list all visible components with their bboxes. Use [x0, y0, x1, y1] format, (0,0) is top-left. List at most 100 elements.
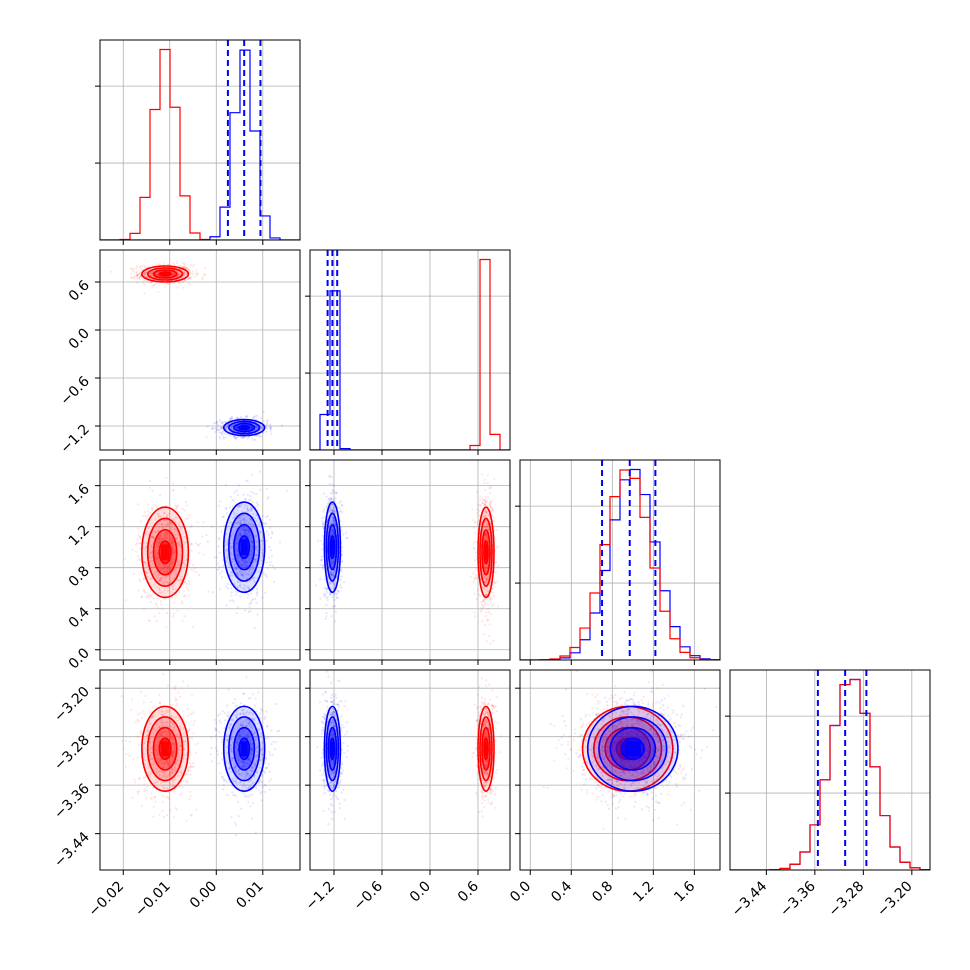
sample-point: [145, 596, 148, 599]
sample-point: [138, 542, 141, 545]
sample-point: [251, 539, 254, 543]
sample-point: [165, 626, 168, 629]
sample-point: [177, 523, 180, 526]
sample-point: [250, 426, 253, 429]
sample-point: [143, 783, 146, 786]
contour-red: [481, 528, 491, 576]
sample-point: [174, 550, 177, 553]
density-core-blue: [240, 539, 248, 556]
sample-point: [235, 550, 238, 553]
sample-point: [486, 619, 489, 622]
sample-point: [164, 504, 168, 507]
sample-point: [493, 585, 496, 588]
sample-point: [201, 278, 204, 281]
sample-point: [176, 261, 179, 264]
sample-point: [482, 600, 485, 603]
sample-point: [183, 262, 186, 265]
sample-point: [486, 579, 489, 582]
sample-point: [231, 426, 234, 429]
sample-point: [155, 574, 158, 577]
sample-point: [147, 765, 150, 768]
sample-point: [167, 763, 170, 766]
sample-point: [157, 711, 160, 714]
sample-point: [170, 560, 173, 563]
sample-point: [188, 267, 191, 270]
sample-point: [254, 428, 257, 431]
sample-point: [248, 561, 251, 564]
sample-point: [265, 539, 268, 543]
sample-point: [245, 562, 248, 565]
sample-point: [249, 567, 252, 570]
sample-point: [495, 561, 498, 564]
sample-point: [475, 577, 478, 580]
sample-point: [229, 545, 233, 548]
sample-point: [484, 577, 488, 581]
sample-point: [157, 544, 160, 547]
sample-point: [320, 558, 323, 561]
sample-point: [485, 611, 488, 614]
density-core-blue: [331, 539, 334, 556]
sample-point: [484, 533, 487, 537]
sample-point: [238, 585, 241, 588]
sample-point: [183, 555, 186, 558]
sample-point: [216, 423, 220, 426]
sample-point: [246, 560, 249, 563]
sample-point: [129, 267, 132, 270]
sample-point: [243, 588, 246, 591]
sample-point: [231, 574, 234, 577]
sample-point: [257, 503, 260, 506]
sample-point: [247, 610, 250, 614]
sample-point: [258, 470, 261, 473]
sample-point: [175, 698, 178, 702]
sample-point: [255, 426, 258, 430]
contour-blue: [238, 535, 251, 560]
sample-point: [486, 482, 489, 485]
sample-point: [140, 732, 143, 735]
sample-point: [479, 504, 482, 507]
sample-point: [236, 416, 239, 419]
sample-point: [344, 531, 348, 534]
sample-point: [172, 726, 175, 729]
panel-p0-p2: 0.00.40.81.21.6: [66, 459, 301, 672]
sample-point: [165, 709, 168, 712]
sample-point: [169, 521, 172, 524]
sample-point: [482, 529, 485, 532]
sample-point: [256, 540, 259, 543]
sample-point: [246, 532, 249, 535]
sample-point: [162, 537, 165, 540]
sample-point: [166, 513, 169, 516]
sample-point: [143, 756, 146, 759]
sample-point: [231, 428, 234, 431]
sample-point: [231, 428, 235, 432]
sample-point: [323, 586, 326, 590]
sample-point: [157, 558, 160, 561]
sample-point: [168, 734, 171, 737]
sample-point: [148, 272, 151, 275]
sample-point: [158, 726, 161, 729]
sample-point: [239, 519, 242, 523]
sample-point: [325, 615, 328, 618]
sample-point: [266, 427, 269, 430]
sample-point: [220, 530, 223, 534]
sample-point: [158, 813, 161, 816]
sample-point: [238, 532, 241, 535]
sample-point: [244, 565, 247, 568]
sample-point: [175, 735, 178, 739]
sample-point: [493, 581, 496, 584]
density-core-red: [161, 544, 170, 561]
sample-point: [170, 752, 174, 756]
sample-point: [153, 763, 156, 766]
sample-point: [158, 701, 162, 705]
sample-point: [191, 265, 194, 268]
sample-point: [249, 518, 252, 521]
sample-point: [228, 522, 232, 525]
sample-point: [159, 541, 162, 544]
sample-point: [242, 528, 245, 531]
sample-point: [195, 743, 198, 746]
sample-point: [177, 281, 180, 284]
sample-point: [171, 587, 174, 590]
sample-point: [156, 542, 159, 546]
sample-point: [175, 537, 178, 540]
sample-point: [191, 564, 194, 567]
sample-point: [484, 514, 488, 517]
